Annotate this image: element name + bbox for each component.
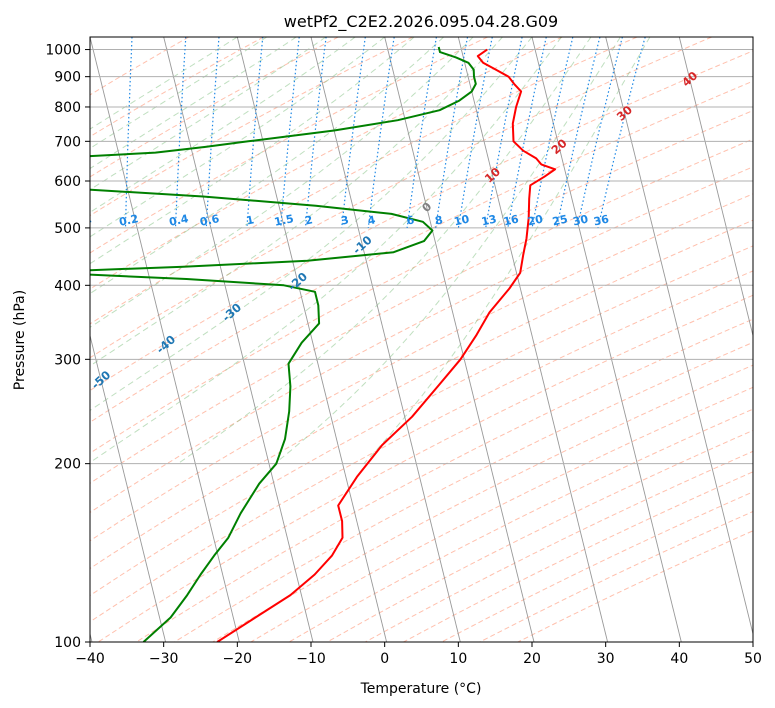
x-tick-label: 20: [523, 651, 541, 667]
moist-adiabat: [90, 37, 326, 191]
y-tick-label: 500: [54, 221, 81, 237]
x-axis-label: Temperature (°C): [360, 681, 482, 697]
isotherm: [90, 37, 240, 642]
isotherm: [384, 37, 535, 642]
mixing-ratio-line: [246, 37, 264, 228]
mixing-ratio-label: 36: [592, 212, 610, 228]
dry-adiabat: [90, 193, 753, 542]
y-tick-label: 1000: [45, 43, 81, 59]
x-tick-label: −10: [296, 651, 326, 667]
mixing-ratio-label: 0.6: [199, 212, 221, 229]
x-tick-label: −40: [75, 651, 105, 667]
dry-adiabat: [90, 37, 638, 325]
isotherm: [90, 333, 167, 642]
sounding-profiles: [90, 46, 557, 642]
moist-adiabat: [363, 37, 651, 465]
moist-adiabat: [90, 37, 238, 130]
mixing-ratio-line: [406, 37, 437, 228]
x-tick-label: −20: [223, 651, 253, 667]
mixing-ratio-line: [341, 37, 366, 228]
y-tick-label: 800: [54, 100, 81, 116]
mixing-ratio-label: 4: [366, 213, 377, 227]
dewpoint-profile-line: [90, 46, 477, 642]
dry-adiabat: [250, 386, 753, 642]
moist-adiabat: [90, 37, 385, 238]
mixing-ratio-label: 8: [434, 213, 444, 227]
moist-adiabat: [90, 37, 503, 367]
x-tick-label: 40: [670, 651, 688, 667]
temperature-profile-line: [216, 48, 557, 642]
dry-adiabat: [90, 37, 563, 290]
y-tick-label: 700: [54, 134, 81, 150]
y-axis-label: Pressure (hPa): [12, 290, 28, 390]
isotherm: [678, 37, 753, 338]
y-tick-label: 600: [54, 174, 81, 190]
dry-adiabat: [90, 37, 190, 96]
moist-adiabat: [90, 37, 444, 295]
mixing-ratio-label: 0.4: [168, 212, 190, 229]
mixing-ratio-label: 1: [245, 213, 255, 227]
y-tick-label: 300: [54, 352, 81, 368]
isotherm: [531, 37, 682, 642]
mixing-ratio-label: 0.1: [71, 212, 93, 229]
isotherm: [605, 37, 753, 636]
dry-adiabat: [90, 37, 339, 178]
isotherm: [457, 37, 609, 642]
mixing-ratio-line: [556, 37, 601, 229]
mixing-ratio-line: [507, 37, 547, 229]
dry-adiabat: [90, 138, 753, 484]
moist-adiabat: [90, 37, 533, 412]
x-tick-label: 30: [597, 651, 615, 667]
moist-adiabat: [90, 37, 474, 328]
dry-adiabat: [90, 219, 753, 570]
mixing-ratio-line: [280, 37, 300, 228]
x-tick-label: 0: [380, 651, 389, 667]
chart-title: wetPf2_C2E2.2026.095.04.28.G09: [284, 12, 558, 32]
isotherm: [236, 37, 388, 642]
mixing-ratio-label: 3: [340, 213, 350, 227]
dry-adiabat: [174, 341, 753, 642]
dry-adiabat: [212, 364, 753, 642]
dry-adiabat: [90, 50, 753, 392]
mixing-ratio-label: 0.2: [118, 212, 140, 229]
mixing-ratio-line: [597, 37, 646, 229]
y-tick-label: 900: [54, 70, 81, 86]
mixing-ratio-label: 6: [405, 213, 416, 227]
plot-frame: [89, 36, 754, 643]
mixing-ratio-line: [304, 37, 327, 228]
dry-adiabat: [90, 80, 753, 423]
mixing-ratio-label: 2: [304, 213, 314, 227]
mixing-ratio-label: 20: [526, 212, 544, 228]
mixing-ratio-label: 10: [453, 212, 471, 228]
x-tick-label: 10: [449, 651, 467, 667]
mixing-ratio-line: [531, 37, 574, 229]
axes: −40 −30 −20 −10 0 10 20 30 40 5010020030040050060…: [45, 43, 762, 667]
mixing-ratio-label: 30: [572, 212, 590, 228]
mixing-ratio-line: [576, 37, 623, 229]
mixing-ratio-label: 25: [551, 213, 569, 229]
dry-adiabat: [90, 166, 753, 514]
y-tick-label: 200: [54, 457, 81, 473]
background-lines: [90, 37, 753, 642]
moist-adiabat: [90, 37, 415, 265]
mixing-ratio-line: [485, 37, 523, 229]
y-tick-label: 100: [54, 635, 81, 651]
moist-adiabat: [274, 37, 621, 465]
mixing-ratio-label: 13: [480, 213, 498, 229]
x-tick-label: 50: [744, 651, 762, 667]
y-tick-label: 400: [54, 278, 81, 294]
mixing-ratio-label: 16: [502, 212, 520, 228]
isotherm: [310, 37, 461, 642]
moist-adiabat: [90, 37, 356, 213]
dry-adiabat: [90, 37, 712, 359]
isotherm: [163, 37, 314, 642]
x-tick-label: −30: [149, 651, 179, 667]
moist-adiabat: [90, 37, 562, 464]
mixing-ratio-line: [367, 37, 395, 228]
mixing-ratio-label: 1.5: [273, 212, 295, 229]
